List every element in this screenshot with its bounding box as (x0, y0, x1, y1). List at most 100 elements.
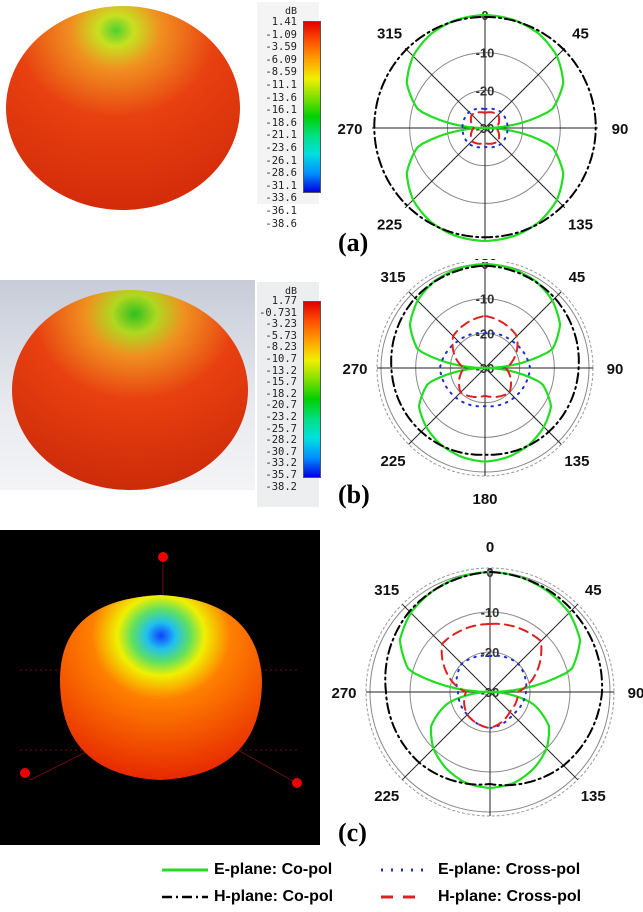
angle-tick-label: 0 (481, 0, 489, 3)
angle-tick-label: 315 (377, 26, 402, 43)
radial-tick-label: -20 (481, 645, 500, 660)
colorbar-tick: -21.1 (265, 129, 297, 142)
grid-spoke (404, 47, 486, 129)
series-h-plane-cross-pol (440, 622, 543, 730)
angle-tick-label: 270 (331, 685, 356, 702)
angle-tick-label: 90 (607, 361, 624, 378)
colorbar-tick: -38.2 (265, 480, 297, 493)
radial-tick-label: 0 (481, 262, 488, 272)
grid-spoke (484, 127, 566, 209)
grid-spoke (401, 691, 491, 781)
angle-tick-label: 315 (381, 269, 406, 286)
series-e-plane-cross-pol (438, 332, 532, 408)
angle-tick-label: 270 (337, 121, 362, 138)
legend-h-co: H-plane: Co-pol (214, 888, 334, 905)
series-h-plane-cross-pol (451, 314, 519, 398)
panel-label-c: (c) (338, 818, 367, 847)
series-e-plane-co-pol (405, 13, 565, 243)
colorbar-tick: -8.59 (265, 66, 297, 79)
colorbar-gradient (303, 301, 321, 478)
colorbar-tick: -0.731 (259, 306, 297, 319)
colorbar-tick: -33.2 (265, 457, 297, 470)
colorbar-tick: -8.23 (265, 341, 297, 354)
colorbar-tick: -5.73 (265, 329, 297, 342)
colorbar-tick: 1.41 (271, 16, 297, 28)
angle-tick-label: 45 (569, 269, 586, 286)
angle-tick-label: 270 (342, 361, 367, 378)
colorbar-tick: -13.2 (265, 364, 297, 377)
series-e-plane-cross-pol (455, 654, 528, 730)
colorbar-tick: -23.2 (265, 410, 297, 423)
legend-e-cross: E-plane: Cross-pol (438, 861, 581, 878)
colorbar-tick: -11.1 (265, 78, 297, 91)
colorbar-tick: -28.2 (265, 434, 297, 447)
colorbar-tick: -13.6 (265, 91, 297, 104)
colorbar-tick: -15.7 (265, 376, 297, 389)
colorbar-a: dB 1.41 -1.09 -3.59 -6.09 -8.59 -11.1 -13.6 -16… (257, 2, 321, 230)
legend-e-co: E-plane: Co-pol (214, 861, 333, 878)
angle-tick-label: 90 (612, 121, 629, 138)
series-h-plane-co-pol (390, 264, 580, 456)
radiation-pattern-3d-b (0, 280, 255, 490)
angle-tick-label: 225 (377, 216, 402, 233)
radiation-pattern-3d-a (6, 6, 240, 210)
angle-tick-label: 45 (572, 26, 589, 43)
angle-tick-label: 225 (374, 788, 399, 805)
colorbar-ticks: 1.41 -1.09 -3.59 -6.09 -8.59 -11.1 -13.6 -16.1 -… (257, 16, 297, 230)
colorbar-tick: 1.77 (271, 295, 297, 307)
colorbar-tick: -36.1 (265, 204, 297, 217)
legend-row-2: H-plane: Co-pol H-plane: Cross-pol (160, 888, 581, 906)
colorbar-tick: -1.09 (265, 28, 297, 41)
colorbar-unit: dB (285, 286, 298, 297)
grid-spoke (404, 127, 486, 209)
radial-tick-label: -10 (476, 46, 495, 61)
panel-label-b: (b) (338, 480, 370, 509)
colorbar-tick: -31.1 (265, 179, 297, 192)
series-h-plane-co-pol (373, 15, 597, 239)
angle-tick-label: 90 (628, 685, 643, 702)
colorbar-tick: -3.23 (265, 318, 297, 331)
angle-tick-label: 315 (374, 582, 399, 599)
colorbar-tick: -10.7 (265, 352, 297, 365)
grid-spoke (484, 291, 562, 369)
colorbar-unit: dB (285, 6, 298, 17)
series-h-plane-cross-pol (469, 111, 501, 145)
colorbar-tick: -16.1 (265, 104, 297, 117)
radial-tick-label: -20 (476, 83, 495, 98)
legend-h-cross: H-plane: Cross-pol (438, 888, 582, 905)
colorbar-tick: -38.6 (265, 217, 297, 230)
colorbar-tick: -18.2 (265, 387, 297, 400)
legend-swatch-e-co (162, 868, 208, 872)
grid-spoke (401, 603, 491, 693)
colorbar-tick: -28.6 (265, 167, 297, 180)
colorbar-b: dB 1.77 -0.731 -3.23 -5.73 -8.23 -10.7 -13.2 -1… (257, 282, 321, 507)
grid-spoke (489, 603, 579, 693)
angle-tick-label: 45 (585, 582, 602, 599)
legend-row-1: E-plane: Co-pol E-plane: Cross-pol (160, 861, 580, 879)
colorbar-tick: -35.7 (265, 468, 297, 481)
colorbar-tick: -25.7 (265, 422, 297, 435)
angle-tick-label: 180 (472, 256, 497, 260)
series-e-plane-co-pol (398, 570, 582, 790)
angle-tick-label: 135 (568, 216, 593, 233)
colorbar-tick: -20.7 (265, 399, 297, 412)
angle-tick-label: 135 (581, 788, 606, 805)
grid-spoke (408, 291, 486, 369)
angle-tick-label: 135 (564, 453, 589, 470)
colorbar-gradient (303, 21, 321, 193)
colorbar-tick: -6.09 (265, 53, 297, 66)
radial-tick-label: -10 (476, 292, 495, 307)
series-e-plane-cross-pol (461, 107, 509, 149)
radial-tick-label: -10 (481, 605, 500, 620)
series-h-plane-co-pol (384, 570, 604, 787)
colorbar-ticks: 1.77 -0.731 -3.23 -5.73 -8.23 -10.7 -13.2 -15.7… (257, 295, 297, 493)
colorbar-tick: -26.1 (265, 154, 297, 167)
angle-tick-label: 225 (381, 453, 406, 470)
colorbar-tick: -33.6 (265, 192, 297, 205)
legend-swatch-h-co (162, 895, 208, 899)
angle-tick-label: 0 (486, 540, 494, 556)
colorbar-tick: -3.59 (265, 41, 297, 54)
